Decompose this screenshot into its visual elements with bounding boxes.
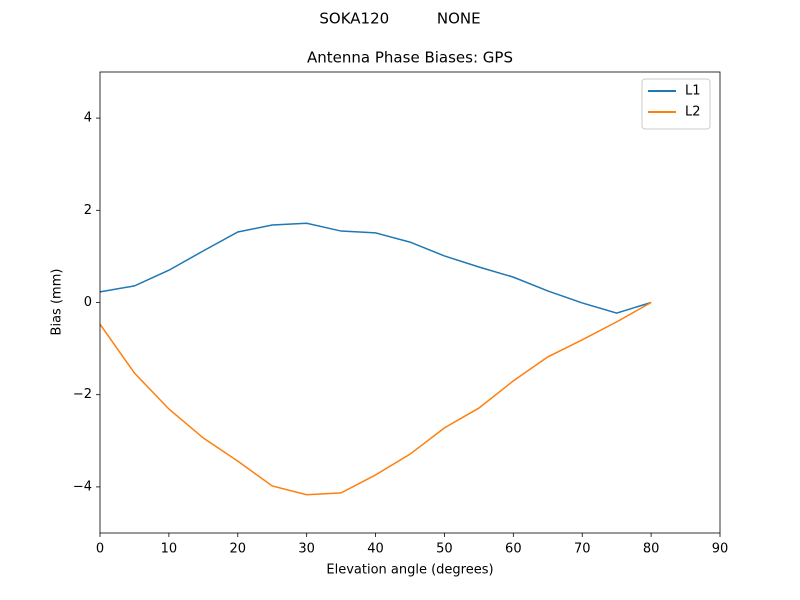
- y-tick-label: 0: [84, 295, 92, 310]
- y-axis-label: Bias (mm): [50, 269, 65, 336]
- x-axis-label: Elevation angle (degrees): [326, 563, 493, 578]
- x-tick-label: 80: [643, 542, 660, 557]
- x-tick-label: 10: [161, 542, 178, 557]
- chart-title: Antenna Phase Biases: GPS: [307, 49, 513, 67]
- legend-label: L1: [685, 84, 701, 99]
- legend-label: L2: [685, 105, 701, 120]
- y-tick-label: −4: [73, 479, 92, 494]
- suptitle: SOKA120 NONE: [319, 10, 480, 28]
- x-tick-label: 30: [298, 542, 315, 557]
- y-tick-label: −2: [73, 387, 92, 402]
- y-tick-label: 2: [84, 203, 92, 218]
- line-series: [99, 301, 652, 496]
- x-tick-label: 60: [505, 542, 522, 557]
- line-series: [99, 222, 652, 314]
- x-tick-label: 70: [574, 542, 591, 557]
- plot-frame: [99, 71, 721, 534]
- x-tick-label: 50: [436, 542, 453, 557]
- y-tick-label: 4: [84, 111, 92, 126]
- x-tick-label: 0: [96, 542, 104, 557]
- x-tick-label: 20: [230, 542, 247, 557]
- x-tick-label: 90: [712, 542, 729, 557]
- x-tick-label: 40: [367, 542, 384, 557]
